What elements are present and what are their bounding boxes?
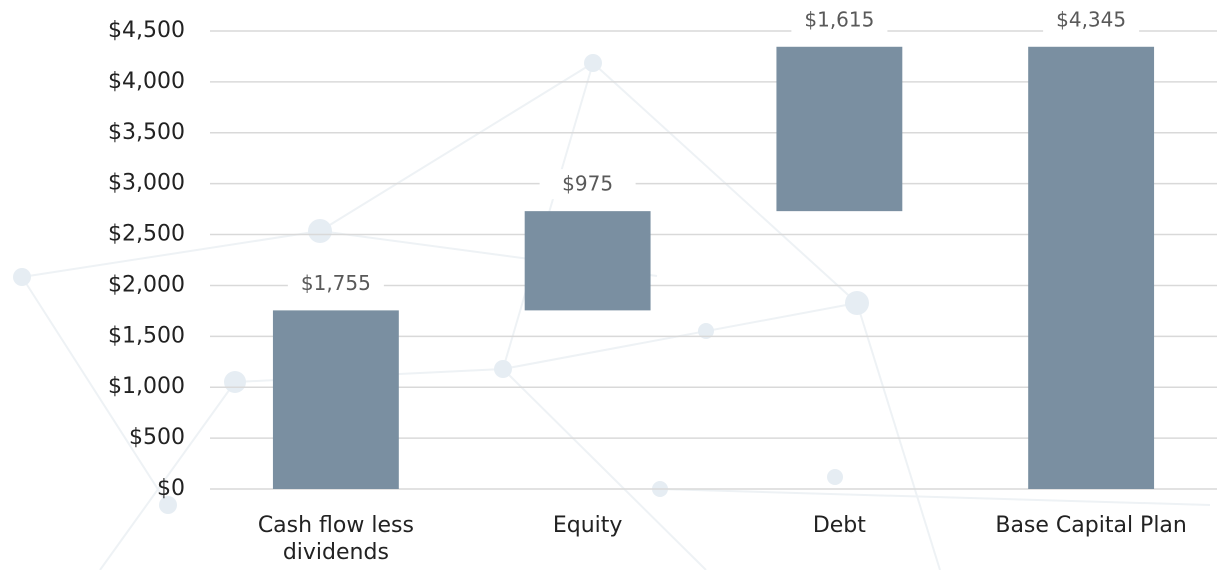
value-label-bg (791, 4, 888, 35)
x-tick-label: Base Capital Plan (995, 513, 1187, 538)
bar (524, 211, 651, 311)
y-tick-label: $3,500 (108, 120, 185, 145)
x-tick-label: Cash flow less dividends (257, 513, 414, 565)
y-tick-label: $1,000 (108, 374, 185, 399)
value-label-bg (539, 169, 636, 200)
value-label-bg (1043, 4, 1140, 35)
bar (272, 310, 399, 489)
y-tick-label: $0 (157, 476, 185, 501)
y-tick-label: $2,500 (108, 222, 185, 247)
y-tick-label: $4,000 (108, 69, 185, 94)
x-tick-label: Debt (812, 513, 866, 538)
value-label: $1,615 (804, 7, 874, 31)
bar (776, 46, 903, 212)
value-label-bg (287, 268, 384, 299)
value-label: $1,755 (301, 271, 371, 295)
x-tick-label: Equity (552, 513, 623, 538)
value-label: $4,345 (1056, 7, 1126, 31)
y-tick-label: $500 (129, 425, 185, 450)
y-tick-label: $2,000 (108, 272, 185, 297)
y-tick-label: $1,500 (108, 323, 185, 348)
bar (1028, 46, 1155, 490)
value-label: $975 (562, 172, 613, 196)
y-tick-label: $3,000 (108, 171, 185, 196)
y-tick-label: $4,500 (108, 18, 185, 43)
